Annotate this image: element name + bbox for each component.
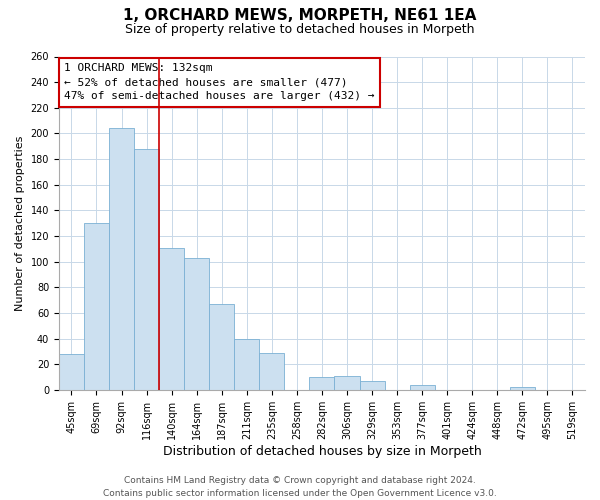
Bar <box>209 304 234 390</box>
Y-axis label: Number of detached properties: Number of detached properties <box>15 136 25 311</box>
Bar <box>84 223 109 390</box>
Bar <box>234 338 259 390</box>
Text: 1, ORCHARD MEWS, MORPETH, NE61 1EA: 1, ORCHARD MEWS, MORPETH, NE61 1EA <box>124 8 476 22</box>
Bar <box>184 258 209 390</box>
Bar <box>109 128 134 390</box>
Text: Contains HM Land Registry data © Crown copyright and database right 2024.
Contai: Contains HM Land Registry data © Crown c… <box>103 476 497 498</box>
Bar <box>334 376 359 390</box>
Bar <box>410 384 434 390</box>
Text: Size of property relative to detached houses in Morpeth: Size of property relative to detached ho… <box>125 22 475 36</box>
Bar <box>510 388 535 390</box>
Text: 1 ORCHARD MEWS: 132sqm
← 52% of detached houses are smaller (477)
47% of semi-de: 1 ORCHARD MEWS: 132sqm ← 52% of detached… <box>64 63 374 101</box>
Bar <box>310 377 334 390</box>
Bar <box>259 352 284 390</box>
Bar <box>59 354 84 390</box>
Bar <box>134 149 159 390</box>
Bar <box>359 381 385 390</box>
Bar <box>159 248 184 390</box>
X-axis label: Distribution of detached houses by size in Morpeth: Distribution of detached houses by size … <box>163 444 481 458</box>
